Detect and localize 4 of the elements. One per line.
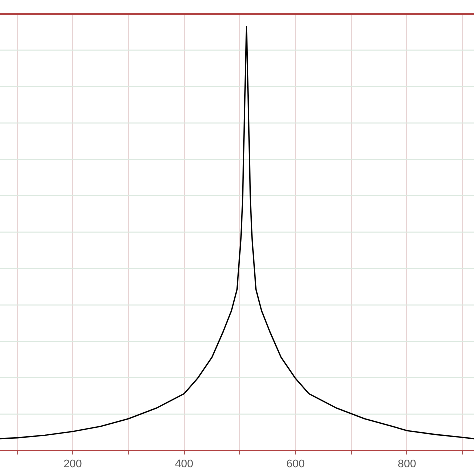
x-tick-label: 200 (64, 458, 82, 470)
x-tick-label: 400 (175, 458, 194, 470)
x-tick-label: 800 (398, 458, 416, 470)
x-tick-label: 600 (286, 458, 305, 470)
